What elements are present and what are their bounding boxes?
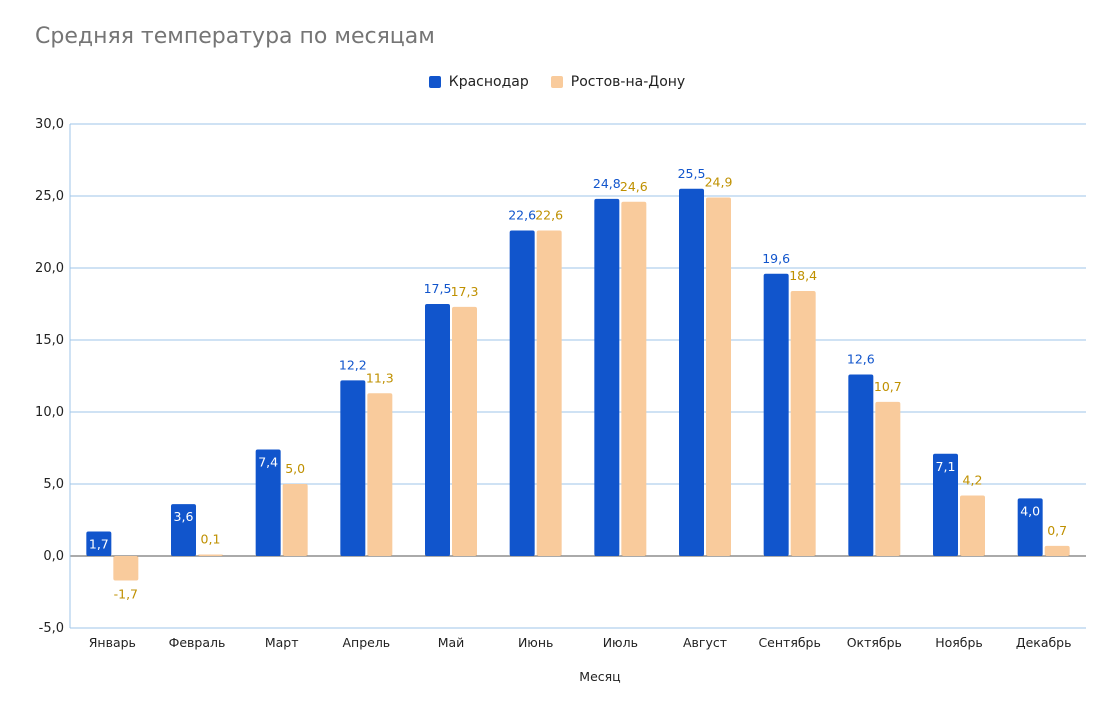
x-tick-label: Апрель bbox=[342, 635, 390, 650]
data-label: 25,5 bbox=[678, 166, 706, 181]
bar-krasnodar bbox=[763, 273, 789, 556]
legend-label-series-0: Краснодар bbox=[448, 74, 529, 90]
legend-item-series-0[interactable]: Краснодар bbox=[428, 74, 529, 90]
x-tick-label: Ноябрь bbox=[935, 635, 983, 650]
x-tick-label: Сентябрь bbox=[758, 635, 820, 650]
x-tick-label: Июль bbox=[603, 635, 638, 650]
y-tick-label: -5,0 bbox=[39, 621, 64, 636]
data-label: 17,5 bbox=[424, 281, 452, 296]
bar-rostov bbox=[198, 554, 223, 556]
bar-rostov bbox=[960, 495, 985, 556]
y-tick-label: 0,0 bbox=[43, 549, 64, 564]
y-tick-label: 5,0 bbox=[43, 477, 64, 492]
x-tick-label: Октябрь bbox=[847, 635, 902, 650]
bar-rostov bbox=[706, 197, 731, 556]
data-label: -1,7 bbox=[114, 586, 138, 601]
x-tick-label: Июнь bbox=[518, 635, 553, 650]
data-label: 4,2 bbox=[963, 473, 983, 488]
data-label: 4,0 bbox=[1020, 503, 1040, 518]
y-tick-label: 10,0 bbox=[35, 405, 64, 420]
x-tick-label: Февраль bbox=[169, 635, 226, 650]
bar-krasnodar bbox=[679, 188, 704, 557]
legend-swatch-series-0 bbox=[428, 76, 441, 88]
y-tick-label: 15,0 bbox=[35, 333, 64, 348]
x-tick-label: Май bbox=[438, 635, 465, 650]
bar-krasnodar bbox=[1017, 498, 1043, 556]
data-label: 7,1 bbox=[936, 459, 956, 474]
data-label: 12,6 bbox=[847, 352, 875, 367]
bar-krasnodar bbox=[425, 304, 450, 556]
data-label: 10,7 bbox=[874, 379, 902, 394]
x-tick-label: Январь bbox=[89, 635, 136, 650]
bar-rostov bbox=[282, 484, 308, 556]
data-label: 22,6 bbox=[535, 208, 563, 223]
data-label: 11,3 bbox=[366, 370, 394, 385]
bar-krasnodar bbox=[848, 374, 874, 556]
data-label: 24,9 bbox=[705, 174, 733, 189]
data-label: 12,2 bbox=[339, 357, 367, 372]
data-label: 5,0 bbox=[285, 461, 305, 476]
legend-item-series-1[interactable]: Ростов-на-Дону bbox=[550, 74, 686, 90]
x-tick-label: Август bbox=[683, 635, 727, 650]
bar-rostov bbox=[621, 201, 647, 556]
data-label: 22,6 bbox=[508, 208, 536, 223]
y-tick-label: 20,0 bbox=[35, 261, 64, 276]
bar-krasnodar bbox=[933, 453, 958, 556]
x-tick-label: Март bbox=[265, 635, 299, 650]
x-axis-title: Месяц bbox=[579, 669, 620, 684]
bar-krasnodar bbox=[509, 230, 535, 556]
data-label: 7,4 bbox=[258, 454, 278, 469]
bar-krasnodar bbox=[86, 531, 112, 556]
legend: Краснодар Ростов-на-Дону bbox=[0, 74, 1114, 90]
y-tick-label: 30,0 bbox=[35, 117, 64, 132]
data-label: 18,4 bbox=[789, 268, 817, 283]
bar-krasnodar bbox=[594, 198, 620, 556]
data-label: 0,7 bbox=[1047, 523, 1067, 538]
legend-swatch-series-1 bbox=[550, 76, 563, 88]
data-label: 1,7 bbox=[89, 537, 109, 552]
bar-krasnodar bbox=[340, 380, 366, 556]
legend-label-series-1: Ростов-на-Дону bbox=[570, 74, 686, 90]
data-label: 19,6 bbox=[762, 251, 790, 266]
data-label: 3,6 bbox=[174, 509, 194, 524]
x-tick-label: Декабрь bbox=[1016, 635, 1072, 650]
data-label: 17,3 bbox=[451, 284, 479, 299]
data-label: 24,6 bbox=[620, 179, 648, 194]
chart-title: Средняя температура по месяцам bbox=[35, 24, 435, 49]
data-label: 24,8 bbox=[593, 176, 621, 191]
bar-krasnodar bbox=[255, 449, 281, 556]
bar-rostov bbox=[367, 393, 393, 556]
data-label: 0,1 bbox=[201, 532, 221, 547]
bar-rostov bbox=[452, 306, 477, 556]
bar-rostov bbox=[875, 401, 901, 556]
bar-rostov bbox=[790, 291, 816, 556]
bar-rostov bbox=[536, 230, 562, 556]
bar-rostov bbox=[1044, 545, 1070, 556]
bar-rostov bbox=[113, 556, 139, 581]
bar-krasnodar bbox=[171, 504, 196, 556]
y-tick-label: 25,0 bbox=[35, 189, 64, 204]
